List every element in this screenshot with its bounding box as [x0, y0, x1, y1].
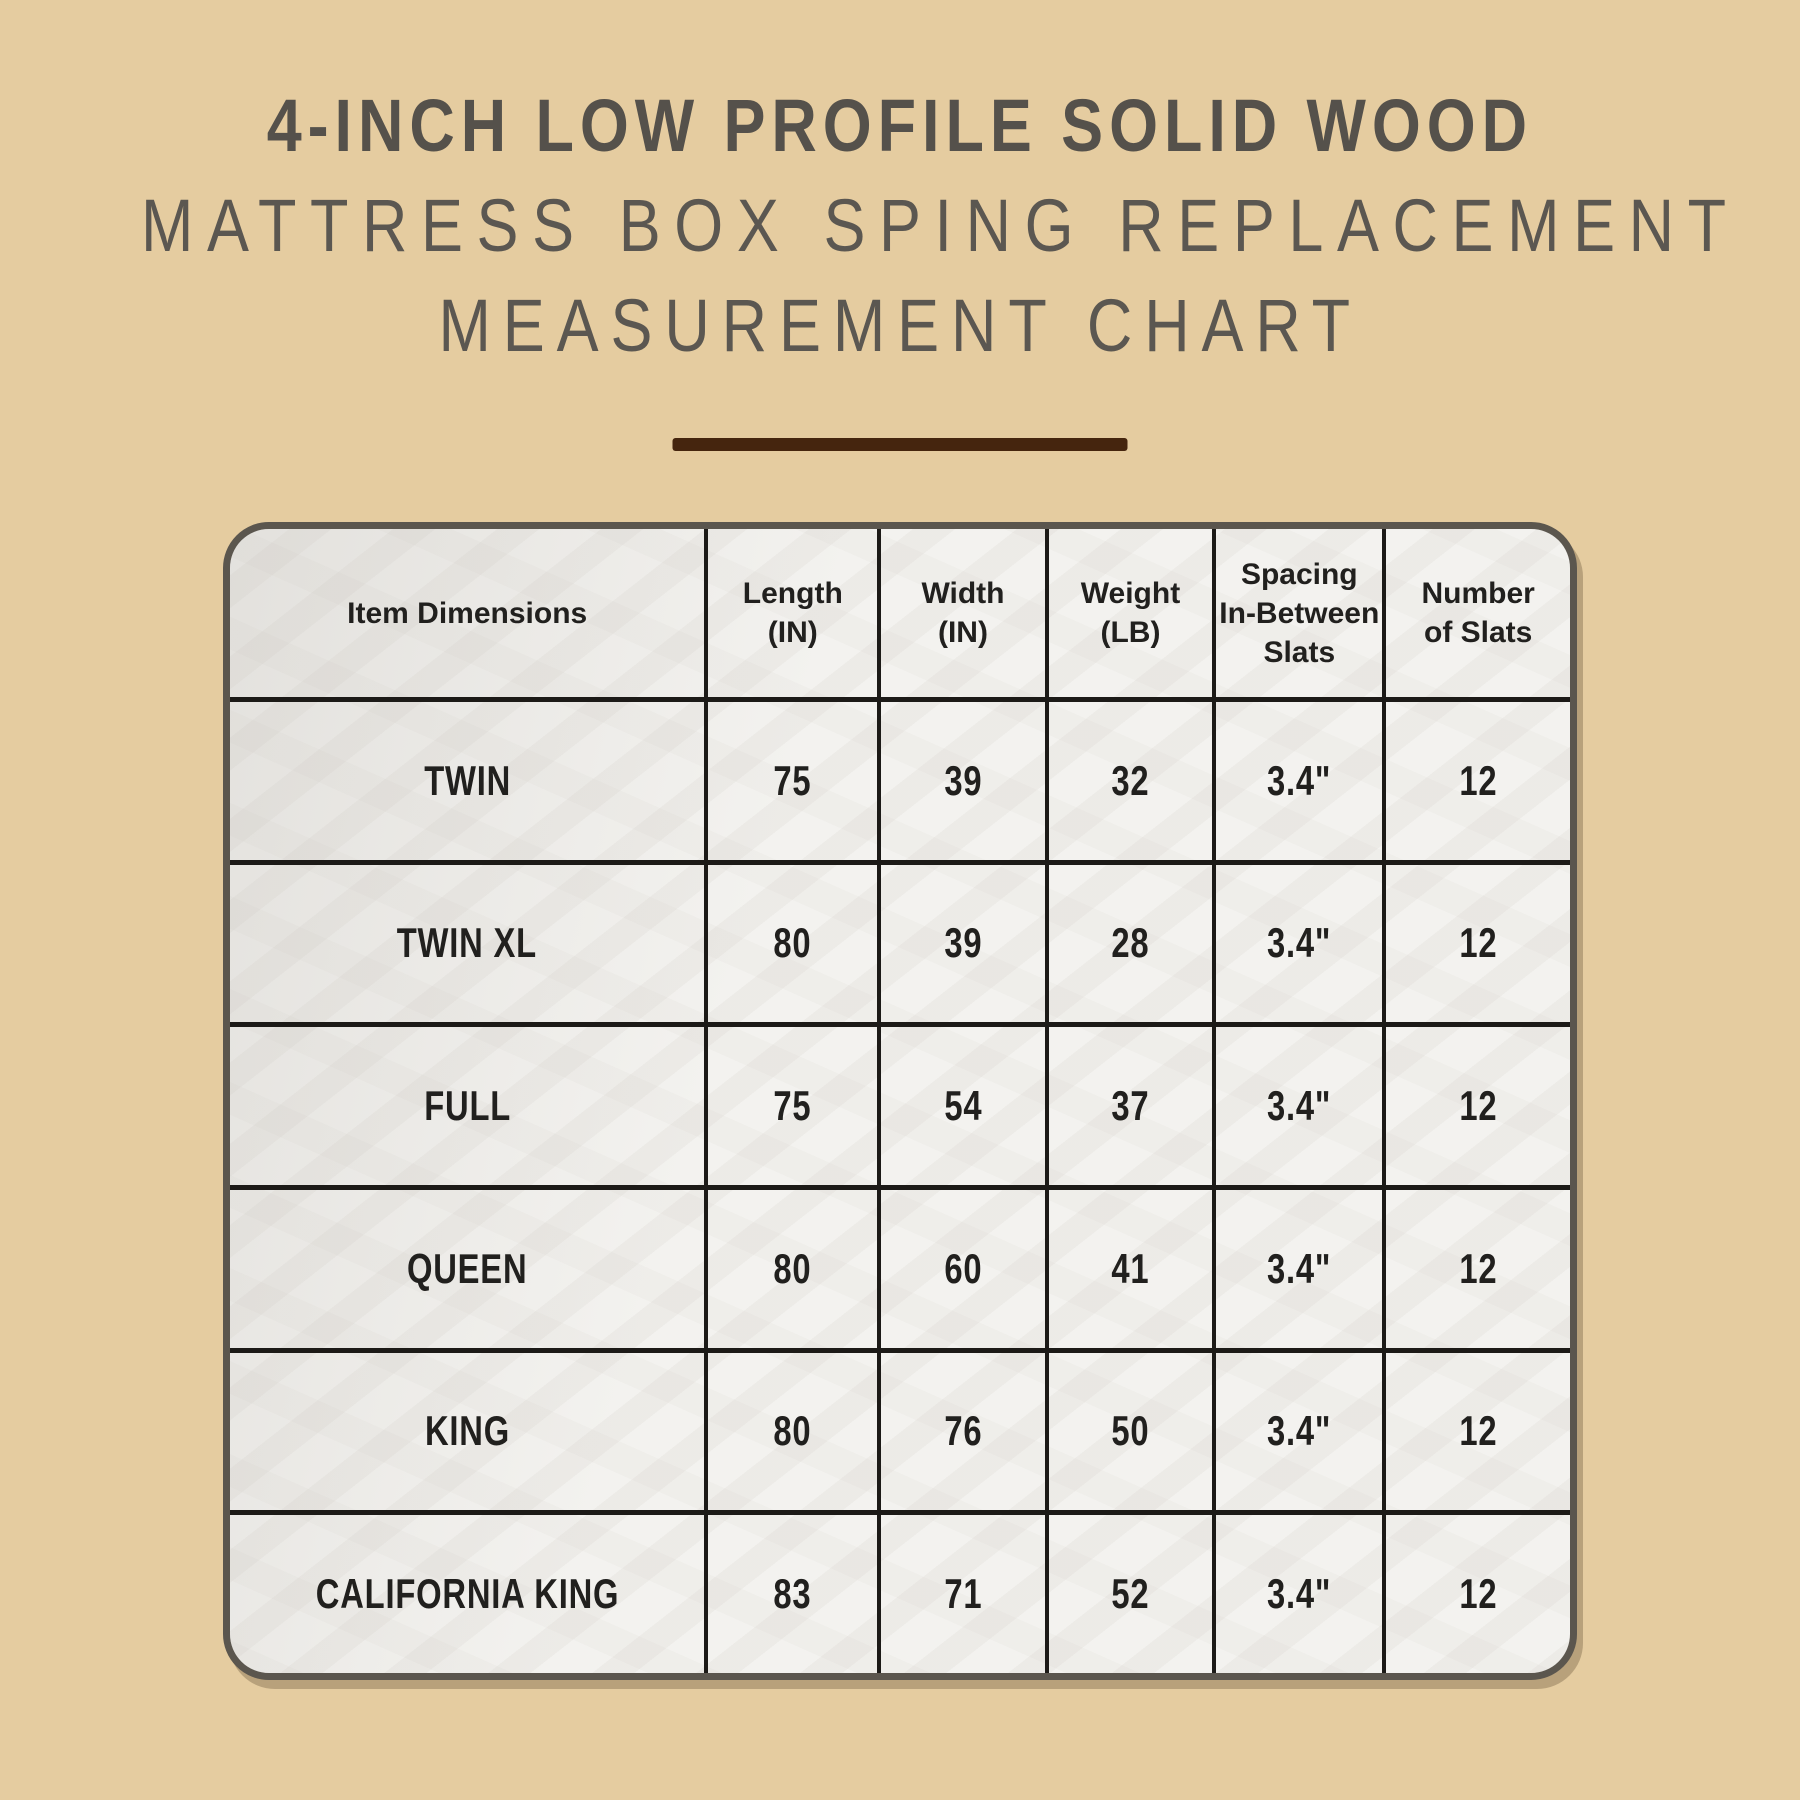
header-item-dimensions: Item Dimensions — [230, 529, 704, 697]
cell-value: 75 — [773, 1082, 812, 1130]
full-slats: 12 — [1382, 1022, 1570, 1185]
twin-spacing: 3.4" — [1212, 697, 1383, 860]
table-row-king-label: KING — [230, 1347, 705, 1511]
california-king-weight: 52 — [1044, 1510, 1213, 1673]
row-label: TWIN XL — [397, 919, 538, 967]
title-divider-bar — [672, 438, 1128, 451]
row-label: CALIFORNIA KING — [315, 1570, 619, 1618]
header-width: Width (IN) — [877, 529, 1045, 697]
cell-value: 32 — [1111, 756, 1150, 804]
title-line-2: MATTRESS BOX SPING REPLACEMENT — [0, 176, 1800, 276]
header-length: Length (IN) — [704, 529, 877, 697]
cell-value: 12 — [1459, 756, 1498, 804]
cell-value: 3.4" — [1267, 919, 1332, 967]
cell-value: 3.4" — [1267, 1244, 1332, 1292]
twin-slats: 12 — [1382, 697, 1570, 860]
header-length-label: Length (IN) — [742, 577, 843, 649]
title-line-3: MEASUREMENT CHART — [0, 276, 1800, 376]
queen-weight: 41 — [1044, 1185, 1213, 1348]
twin-length: 75 — [704, 697, 878, 860]
header-item-dimensions-label: Item Dimensions — [347, 596, 588, 630]
cell-value: 39 — [943, 756, 982, 804]
king-slats: 12 — [1382, 1347, 1570, 1511]
title-line-3-text: MEASUREMENT CHART — [438, 284, 1362, 367]
table-grid: Item Dimensions Length (IN) Width (IN) W… — [230, 529, 1570, 1673]
cell-value: 80 — [773, 1407, 812, 1455]
cell-value: 80 — [773, 919, 812, 967]
california-king-slats: 12 — [1382, 1510, 1570, 1673]
table-row-california-king-label: CALIFORNIA KING — [230, 1510, 705, 1673]
king-length: 80 — [704, 1347, 878, 1511]
queen-length: 80 — [704, 1185, 878, 1348]
title-line-1-text: 4-INCH LOW PROFILE SOLID WOOD — [266, 84, 1534, 167]
cell-value: 50 — [1111, 1407, 1150, 1455]
cell-value: 12 — [1459, 1407, 1498, 1455]
twin-xl-width: 39 — [877, 859, 1045, 1023]
cell-value: 41 — [1111, 1244, 1150, 1292]
table-row-full-label: FULL — [230, 1022, 705, 1185]
cell-value: 3.4" — [1267, 1082, 1332, 1130]
cell-value: 12 — [1459, 1244, 1498, 1292]
full-spacing: 3.4" — [1212, 1022, 1383, 1185]
table-row-twin-xl-label: TWIN XL — [230, 859, 705, 1023]
twin-width: 39 — [877, 697, 1045, 860]
page-title: 4-INCH LOW PROFILE SOLID WOOD MATTRESS B… — [0, 76, 1800, 376]
measurement-table: Item Dimensions Length (IN) Width (IN) W… — [223, 522, 1577, 1680]
queen-slats: 12 — [1382, 1185, 1570, 1348]
cell-value: 80 — [773, 1244, 812, 1292]
header-weight-label: Weight (LB) — [1080, 577, 1181, 649]
full-weight: 37 — [1044, 1022, 1213, 1185]
header-spacing: Spacing In-Between Slats — [1212, 529, 1382, 697]
header-number-of-slats-label: Number of Slats — [1421, 577, 1535, 649]
table-row-twin-label: TWIN — [230, 697, 705, 860]
twin-xl-weight: 28 — [1044, 859, 1213, 1023]
cell-value: 39 — [943, 919, 982, 967]
row-label: QUEEN — [406, 1244, 528, 1292]
california-king-width: 71 — [877, 1510, 1045, 1673]
california-king-length: 83 — [704, 1510, 878, 1673]
twin-xl-spacing: 3.4" — [1212, 859, 1383, 1023]
table-row-queen-label: QUEEN — [230, 1185, 705, 1348]
cell-value: 54 — [943, 1082, 982, 1130]
twin-xl-slats: 12 — [1382, 859, 1570, 1023]
header-width-label: Width (IN) — [921, 577, 1005, 649]
header-number-of-slats: Number of Slats — [1382, 529, 1570, 697]
header-spacing-label: Spacing In-Between Slats — [1219, 557, 1380, 669]
king-width: 76 — [877, 1347, 1045, 1511]
full-width: 54 — [877, 1022, 1045, 1185]
cell-value: 12 — [1459, 1570, 1498, 1618]
cell-value: 76 — [943, 1407, 982, 1455]
cell-value: 12 — [1459, 919, 1498, 967]
king-spacing: 3.4" — [1212, 1347, 1383, 1511]
header-weight: Weight (LB) — [1044, 529, 1213, 697]
king-weight: 50 — [1044, 1347, 1213, 1511]
title-line-1: 4-INCH LOW PROFILE SOLID WOOD — [0, 76, 1800, 176]
full-length: 75 — [704, 1022, 878, 1185]
row-label: KING — [424, 1407, 510, 1455]
queen-width: 60 — [877, 1185, 1045, 1348]
queen-spacing: 3.4" — [1212, 1185, 1383, 1348]
cell-value: 60 — [943, 1244, 982, 1292]
title-line-2-text: MATTRESS BOX SPING REPLACEMENT — [141, 184, 1740, 267]
cell-value: 3.4" — [1267, 756, 1332, 804]
cell-value: 3.4" — [1267, 1570, 1332, 1618]
cell-value: 52 — [1111, 1570, 1150, 1618]
cell-value: 28 — [1111, 919, 1150, 967]
california-king-spacing: 3.4" — [1212, 1510, 1383, 1673]
cell-value: 37 — [1111, 1082, 1150, 1130]
cell-value: 71 — [943, 1570, 982, 1618]
twin-weight: 32 — [1044, 697, 1213, 860]
row-label: TWIN — [423, 756, 511, 804]
row-label: FULL — [423, 1082, 511, 1130]
cell-value: 83 — [773, 1570, 812, 1618]
cell-value: 12 — [1459, 1082, 1498, 1130]
cell-value: 3.4" — [1267, 1407, 1332, 1455]
cell-value: 75 — [773, 756, 812, 804]
twin-xl-length: 80 — [704, 859, 878, 1023]
